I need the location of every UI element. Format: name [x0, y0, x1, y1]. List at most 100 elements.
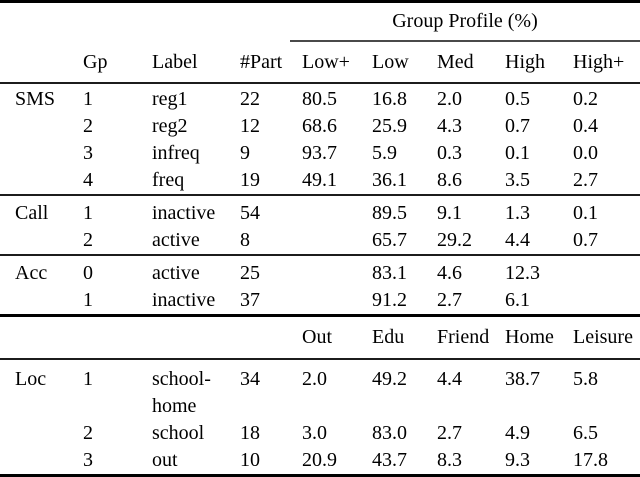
npart-cell: 34	[240, 368, 260, 390]
row-group-label	[0, 227, 83, 254]
npart-cell: 54	[240, 202, 260, 224]
value-cell: 65.7	[372, 229, 407, 251]
value-cell: 2.7	[573, 169, 598, 191]
table-row: Loc 1 school-home 34 2.0 49.2 4.4 38.7 5…	[0, 366, 640, 420]
npart-cell: 8	[240, 229, 250, 251]
section-sms: SMS 1 reg1 22 80.5 16.8 2.0 0.5 0.2 2 re…	[0, 84, 640, 194]
value-cell: 0.1	[573, 202, 598, 224]
npart-cell: 22	[240, 88, 260, 110]
gp-cell: 2	[83, 115, 93, 137]
label-cell: infreq	[152, 142, 200, 164]
column-header-part: #Part	[240, 51, 283, 73]
gp-cell: 1	[83, 88, 93, 110]
value-cell: 89.5	[372, 202, 407, 224]
gp-cell: 0	[83, 262, 93, 284]
value-cell	[573, 287, 640, 314]
value-cell: 4.9	[505, 422, 530, 444]
value-cell: 36.1	[372, 169, 407, 191]
second-header-empty	[83, 317, 152, 358]
label-cell: active	[152, 229, 200, 251]
column-header-friend: Friend	[437, 326, 490, 348]
value-cell	[302, 200, 372, 227]
section-acc: Acc 0 active 25 83.1 4.6 12.3 1 inactive…	[0, 256, 640, 314]
value-cell: 29.2	[437, 229, 472, 251]
value-cell: 0.1	[505, 142, 530, 164]
value-cell: 6.5	[573, 422, 598, 444]
header-divider-rule	[0, 358, 640, 360]
column-header-edu: Edu	[372, 326, 405, 348]
value-cell: 43.7	[372, 449, 407, 471]
row-group-label	[0, 287, 83, 314]
label-cell: reg1	[152, 88, 188, 110]
table-bottom-rule	[0, 474, 640, 477]
gp-cell: 3	[83, 142, 93, 164]
gp-cell: 2	[83, 229, 93, 251]
value-cell: 2.0	[437, 88, 462, 110]
row-group-label: Loc	[15, 368, 47, 390]
label-cell: school	[152, 422, 205, 444]
value-cell: 2.0	[302, 368, 327, 390]
value-cell: 0.7	[573, 229, 598, 251]
row-group-label	[0, 167, 83, 194]
npart-cell: 10	[240, 449, 260, 471]
value-cell: 83.1	[372, 262, 407, 284]
column-header-highplus: High+	[573, 51, 625, 73]
table-row: 4 freq 19 49.1 36.1 8.6 3.5 2.7	[0, 167, 640, 194]
value-cell: 5.8	[573, 368, 598, 390]
column-header-row: Gp Label #Part Low+ Low Med High High+	[0, 42, 640, 82]
table-row: 3 infreq 9 93.7 5.9 0.3 0.1 0.0	[0, 140, 640, 167]
second-header-empty	[152, 317, 240, 358]
column-header-empty	[0, 42, 83, 82]
label-cell: inactive	[152, 202, 216, 224]
section-divider-rule-heavy	[0, 314, 640, 317]
value-cell: 3.5	[505, 169, 530, 191]
table-row: 1 inactive 37 91.2 2.7 6.1	[0, 287, 640, 314]
column-header-med: Med	[437, 51, 474, 73]
value-cell: 17.8	[573, 449, 608, 471]
value-cell: 49.2	[372, 368, 407, 390]
second-header-row: Out Edu Friend Home Leisure	[0, 317, 640, 358]
value-cell: 80.5	[302, 88, 337, 110]
row-group-label: SMS	[15, 88, 56, 110]
value-cell: 38.7	[505, 368, 540, 390]
spanner-underline-rule	[290, 40, 640, 42]
value-cell: 4.4	[437, 368, 462, 390]
table-row: 3 out 10 20.9 43.7 8.3 9.3 17.8	[0, 447, 640, 474]
row-group-label	[0, 113, 83, 140]
column-header-label: Label	[152, 51, 198, 73]
value-cell: 0.3	[437, 142, 462, 164]
section-call: Call 1 inactive 54 89.5 9.1 1.3 0.1 2 ac…	[0, 196, 640, 254]
gp-cell: 4	[83, 169, 93, 191]
row-group-label	[0, 447, 83, 474]
spanner-header-row: Group Profile (%)	[0, 3, 640, 40]
label-cell: out	[152, 449, 178, 471]
section-divider-rule	[0, 194, 640, 196]
npart-cell: 9	[240, 142, 250, 164]
value-cell: 8.3	[437, 449, 462, 471]
npart-cell: 12	[240, 115, 260, 137]
row-group-label	[0, 420, 83, 447]
value-cell: 0.4	[573, 115, 598, 137]
value-cell: 0.5	[505, 88, 530, 110]
second-header-empty	[0, 317, 83, 358]
label-cell: freq	[152, 169, 185, 191]
value-cell: 4.4	[505, 229, 530, 251]
row-group-label: Acc	[15, 262, 48, 284]
value-cell: 16.8	[372, 88, 407, 110]
value-cell: 49.1	[302, 169, 337, 191]
table-row: 2 reg2 12 68.6 25.9 4.3 0.7 0.4	[0, 113, 640, 140]
column-header-gp: Gp	[83, 51, 108, 73]
table-row: 2 school 18 3.0 83.0 2.7 4.9 6.5	[0, 420, 640, 447]
label-cell: school-home	[152, 368, 211, 417]
value-cell: 2.7	[437, 422, 462, 444]
value-cell: 1.3	[505, 202, 530, 224]
column-header-home: Home	[505, 326, 554, 348]
value-cell: 0.2	[573, 88, 598, 110]
value-cell: 6.1	[505, 289, 530, 311]
value-cell: 8.6	[437, 169, 462, 191]
gp-cell: 1	[83, 368, 93, 390]
value-cell: 9.3	[505, 449, 530, 471]
npart-cell: 18	[240, 422, 260, 444]
column-header-lowplus: Low+	[302, 51, 350, 73]
